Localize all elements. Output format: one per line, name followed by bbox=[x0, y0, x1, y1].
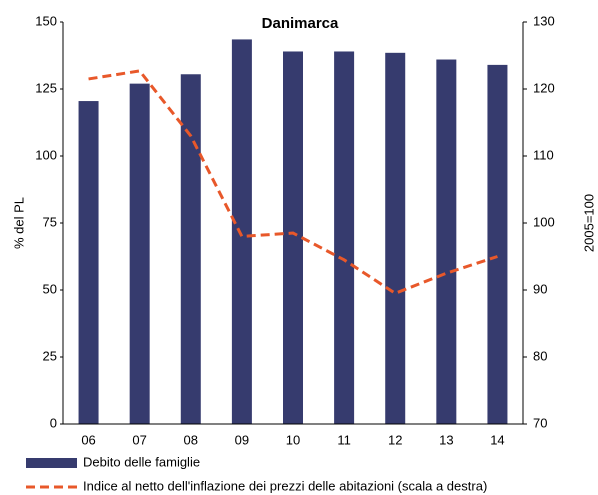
y2-tick-label: 120 bbox=[533, 80, 555, 95]
y2-tick-label: 130 bbox=[533, 13, 555, 28]
x-tick-label: 11 bbox=[337, 432, 351, 447]
bar bbox=[180, 74, 201, 424]
x-tick-label: 14 bbox=[490, 432, 504, 447]
x-tick-label: 12 bbox=[388, 432, 402, 447]
legend-swatch bbox=[26, 458, 77, 468]
legend-label: Indice al netto dell'inflazione dei prez… bbox=[83, 478, 487, 493]
y-tick-label: 50 bbox=[43, 281, 57, 296]
chart-title: Danimarca bbox=[262, 15, 339, 32]
y2-tick-label: 110 bbox=[533, 147, 554, 162]
y-tick-label: 0 bbox=[50, 415, 57, 430]
y2-tick-label: 90 bbox=[533, 281, 547, 296]
bar bbox=[231, 39, 252, 425]
bar bbox=[436, 59, 457, 425]
x-tick-label: 13 bbox=[439, 432, 453, 447]
bar bbox=[334, 51, 355, 424]
legend-label: Debito delle famiglie bbox=[83, 454, 200, 469]
y-axis-label: % del PL bbox=[11, 197, 26, 249]
y2-tick-label: 70 bbox=[533, 415, 547, 430]
x-tick-label: 08 bbox=[184, 432, 198, 447]
y-tick-label: 75 bbox=[43, 214, 57, 229]
y2-tick-label: 80 bbox=[533, 348, 547, 363]
x-tick-label: 10 bbox=[286, 432, 300, 447]
y-tick-label: 150 bbox=[35, 13, 57, 28]
x-tick-label: 06 bbox=[81, 432, 95, 447]
y-tick-label: 25 bbox=[43, 348, 57, 363]
bar bbox=[283, 51, 303, 424]
y2-axis-label: 2005=100 bbox=[581, 194, 596, 252]
x-tick-label: 07 bbox=[132, 432, 146, 447]
bar bbox=[385, 52, 406, 424]
y-tick-label: 100 bbox=[35, 147, 57, 162]
line-series bbox=[88, 69, 498, 296]
y2-tick-label: 100 bbox=[533, 214, 555, 229]
y-tick-label: 125 bbox=[35, 80, 57, 95]
bar bbox=[129, 83, 150, 424]
bar bbox=[78, 101, 99, 424]
bar bbox=[487, 64, 508, 424]
x-tick-label: 09 bbox=[235, 432, 249, 447]
